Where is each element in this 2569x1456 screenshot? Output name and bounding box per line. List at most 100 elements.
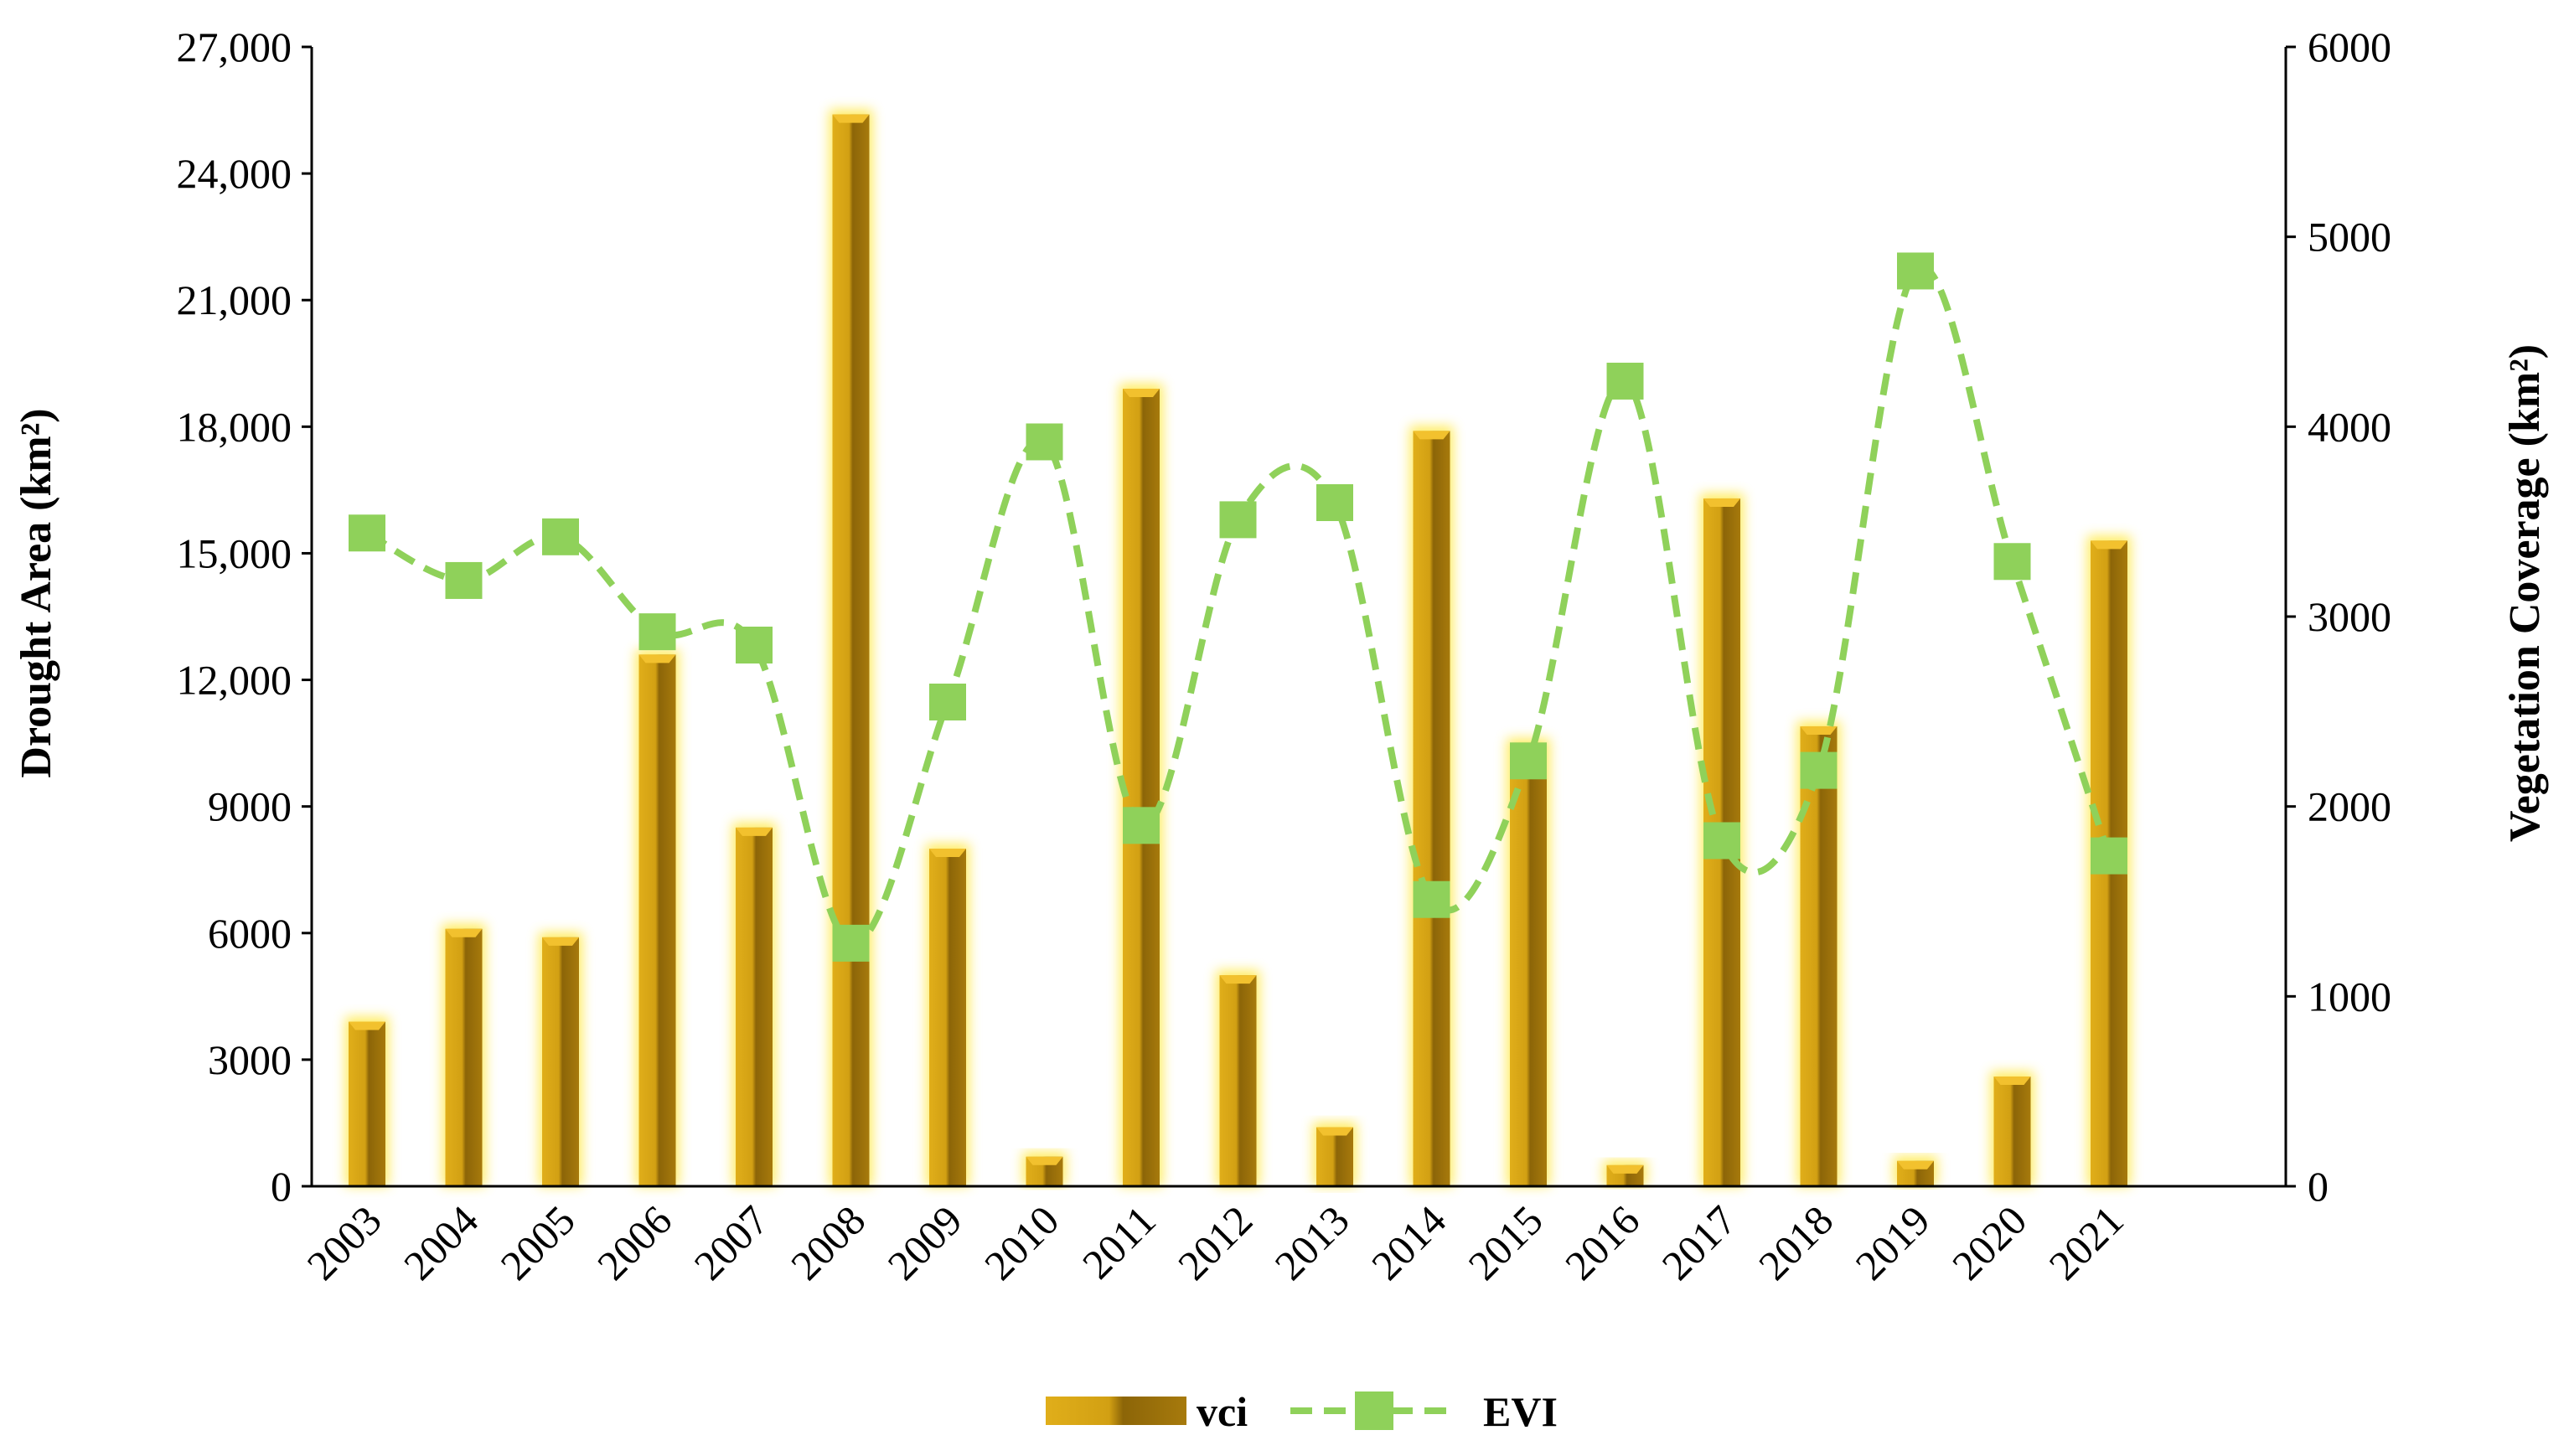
legend-swatch-evi-marker (1355, 1391, 1393, 1430)
x-tick-label-2015: 2015 (1459, 1196, 1551, 1288)
vci-bar-top-bevel (445, 928, 483, 937)
x-tick-label-2021: 2021 (2039, 1196, 2132, 1288)
vci-bar-2020 (1993, 1077, 2031, 1186)
evi-marker-2009 (929, 684, 966, 720)
vci-bar-top-bevel (1800, 725, 1838, 735)
x-tick-label-2011: 2011 (1073, 1196, 1165, 1288)
vci-bar-2005 (542, 937, 579, 1186)
vci-bar-top-bevel (1123, 389, 1160, 397)
x-tick-label-2016: 2016 (1556, 1196, 1648, 1288)
left-tick-label: 27,000 (177, 23, 292, 70)
vci-bar-2007 (736, 827, 773, 1186)
left-tick-label: 18,000 (177, 403, 292, 450)
vci-bar-top-bevel (736, 827, 773, 836)
vci-bar-2004 (445, 928, 483, 1186)
left-tick-label: 3000 (208, 1036, 292, 1083)
evi-line (365, 264, 2112, 947)
x-tick-label-2012: 2012 (1169, 1196, 1261, 1288)
evi-marker-2011 (1123, 807, 1160, 844)
vci-bar-2013 (1316, 1127, 1353, 1186)
vci-bar-top-bevel (832, 114, 870, 123)
vci-bar-2011 (1123, 389, 1160, 1186)
right-axis-title: Vegetation Coverage (km²) (2501, 344, 2549, 842)
x-tick-label-2007: 2007 (685, 1196, 777, 1288)
left-tick-label: 9000 (208, 783, 292, 830)
vci-bar-top-bevel (2091, 540, 2127, 550)
left-tick-label: 6000 (208, 910, 292, 957)
x-tick-label-2013: 2013 (1265, 1196, 1357, 1288)
vci-bar-top-bevel (1413, 431, 1450, 440)
evi-marker-2007 (736, 627, 773, 663)
vci-bar-2018 (1800, 725, 1838, 1186)
right-tick-label: 4000 (2308, 403, 2391, 450)
evi-marker-2017 (1703, 822, 1740, 860)
vci-bars (349, 114, 2127, 1187)
vci-bar-top-bevel (349, 1021, 385, 1030)
left-tick-label: 15,000 (177, 529, 292, 576)
vci-bar-top-bevel (1219, 975, 1257, 984)
vci-bar-top-bevel (1026, 1156, 1063, 1165)
evi-marker-2003 (349, 514, 385, 552)
x-axis-ticks: 2003 2004 2005 2006 2007 2008 2009 2010 2011 2012… (297, 1196, 2132, 1288)
x-tick-label-2019: 2019 (1846, 1196, 1938, 1288)
right-tick-label: 2000 (2308, 783, 2391, 830)
evi-marker-2014 (1413, 880, 1450, 918)
left-axis-ticks: 0 3000 6000 9000 12,000 15,000 18,000 21,000 24,… (177, 23, 312, 1210)
vci-bar-2008 (832, 114, 870, 1187)
right-axis-ticks: 0 1000 2000 3000 4000 5000 6000 (2286, 23, 2391, 1210)
x-tick-label-2005: 2005 (491, 1196, 583, 1288)
legend-label-vci: vci (1197, 1388, 1248, 1435)
x-tick-label-2004: 2004 (395, 1196, 487, 1288)
vci-bar-2012 (1219, 975, 1257, 1186)
evi-marker-2006 (638, 613, 676, 651)
evi-marker-2020 (1993, 543, 2031, 581)
evi-marker-2004 (445, 561, 483, 599)
vci-bar-top-bevel (1606, 1164, 1644, 1174)
x-tick-label-2020: 2020 (1943, 1196, 2035, 1288)
x-tick-label-2009: 2009 (878, 1196, 970, 1288)
x-tick-label-2008: 2008 (782, 1196, 874, 1288)
evi-marker-2012 (1219, 501, 1257, 539)
x-tick-label-2017: 2017 (1652, 1196, 1745, 1288)
axes (310, 47, 2287, 1188)
right-tick-label: 1000 (2308, 973, 2391, 1020)
vci-bar-top-bevel (929, 849, 966, 858)
vci-bar-top-bevel (542, 937, 579, 946)
x-tick-label-2003: 2003 (297, 1196, 390, 1288)
vci-bar-2009 (929, 849, 966, 1186)
vci-bar-top-bevel (1703, 498, 1740, 507)
evi-marker-2021 (2091, 837, 2127, 875)
left-tick-label: 24,000 (177, 150, 292, 197)
x-tick-label-2010: 2010 (975, 1196, 1067, 1288)
legend: vci EVI (1046, 1388, 1558, 1435)
x-tick-label-2006: 2006 (588, 1196, 680, 1288)
right-tick-label: 0 (2308, 1163, 2329, 1210)
right-tick-label: 3000 (2308, 593, 2391, 640)
evi-line-layer (349, 252, 2127, 962)
evi-marker-2010 (1026, 423, 1063, 461)
vci-bar-2006 (638, 654, 676, 1186)
left-tick-label: 0 (271, 1163, 292, 1210)
vci-bar-2003 (349, 1021, 385, 1186)
legend-label-evi: EVI (1483, 1388, 1558, 1435)
evi-marker-2008 (832, 924, 870, 962)
x-tick-label-2018: 2018 (1750, 1196, 1842, 1288)
vci-bar-top-bevel (1316, 1127, 1353, 1136)
legend-swatch-vci (1046, 1397, 1186, 1425)
legend-entry-vci: vci (1046, 1388, 1248, 1435)
evi-marker-2019 (1897, 252, 1934, 290)
evi-marker-2013 (1316, 484, 1353, 521)
evi-marker-2015 (1510, 742, 1547, 780)
evi-marker-2005 (542, 518, 579, 555)
vci-bar-2014 (1413, 431, 1450, 1186)
left-tick-label: 12,000 (177, 657, 292, 704)
x-tick-label-2014: 2014 (1362, 1196, 1455, 1288)
vci-bar-2015 (1510, 743, 1547, 1186)
evi-marker-2018 (1800, 751, 1838, 789)
left-axis-title: Drought Area (km²) (13, 408, 60, 777)
right-tick-label: 5000 (2308, 214, 2391, 261)
evi-marker-2016 (1606, 362, 1644, 400)
vci-bar-top-bevel (1993, 1077, 2031, 1086)
right-tick-label: 6000 (2308, 23, 2391, 70)
